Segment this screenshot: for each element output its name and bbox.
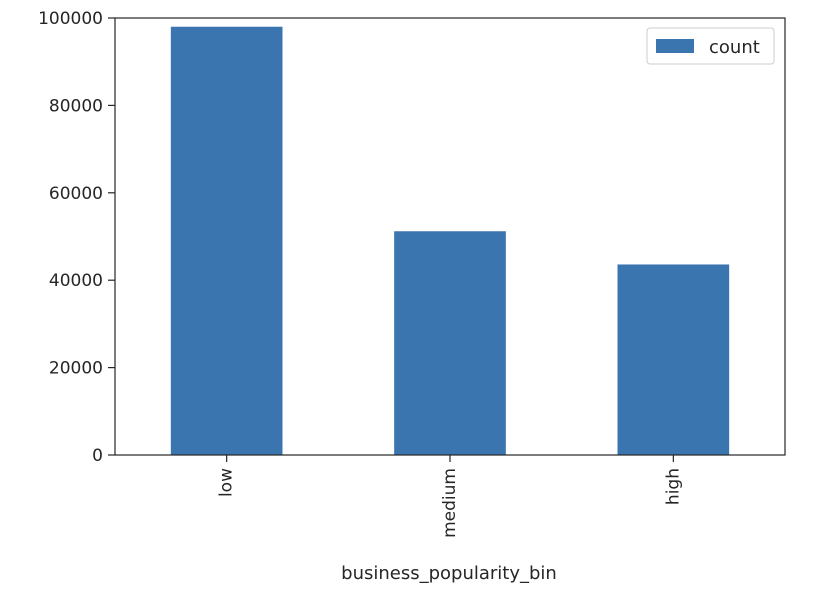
legend-frame: [646, 27, 775, 65]
x-tick-label-high: high: [663, 468, 683, 505]
y-tick-label: 80000: [49, 96, 103, 116]
x-axis-title: business_popularity_bin: [341, 563, 557, 584]
y-tick-label: 0: [92, 446, 103, 466]
y-tick-label: 60000: [49, 184, 103, 204]
bar-high: [617, 264, 730, 455]
bar-medium: [394, 231, 506, 455]
legend-label-count: count: [709, 37, 760, 58]
x-tick-label-low: low: [217, 468, 237, 497]
y-tick-label: 40000: [49, 271, 103, 291]
x-tick-label-medium: medium: [440, 468, 460, 538]
legend: count: [646, 27, 775, 65]
y-tick-label: 20000: [49, 359, 103, 379]
legend-swatch-count: [656, 39, 694, 53]
bar-low: [170, 26, 283, 456]
axes-layer: 0 20000 40000 60000 80000 100000 low medium high: [38, 9, 786, 538]
y-tick-label: 100000: [38, 9, 103, 29]
bars-layer: [170, 26, 730, 456]
